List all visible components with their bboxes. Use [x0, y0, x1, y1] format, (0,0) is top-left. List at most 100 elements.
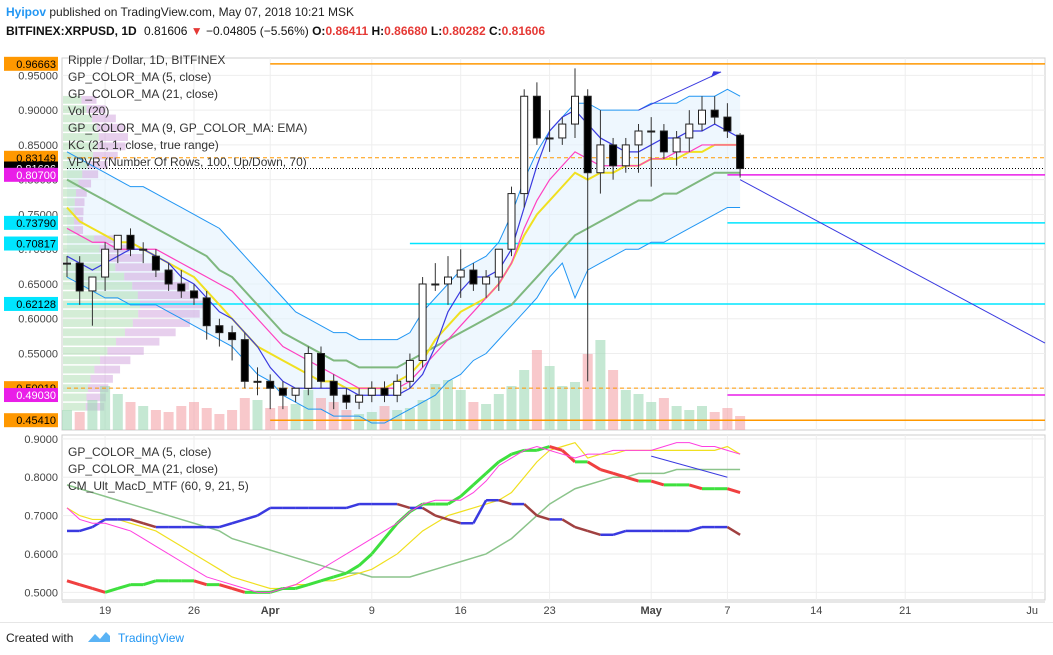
vpvr-down-bar [96, 123, 125, 132]
candle-body [482, 276, 491, 285]
vpvr-down-bar [93, 151, 118, 160]
vpvr-up-bar [63, 133, 99, 141]
macd-segment [193, 579, 208, 587]
main-legend: Ripple / Dollar, 1D, BITFINEX GP_COLOR_M… [68, 52, 307, 171]
volume-bar [227, 410, 238, 430]
open-label: O: [312, 24, 326, 38]
candle-body [342, 394, 351, 403]
legend-item: CM_Ult_MacD_MTF (60, 9, 21, 5) [68, 479, 249, 493]
price-tag-bg [4, 167, 58, 182]
volume-bar [595, 340, 606, 430]
price-tag-bg [4, 388, 58, 403]
vpvr-up-bar [63, 170, 83, 179]
vpvr-up-bar [63, 123, 97, 132]
macd-segment [104, 587, 119, 594]
vpvr-up-bar [63, 402, 86, 411]
vpvr-down-bar [78, 179, 92, 188]
candle-body [609, 144, 618, 167]
vpvr-down-bar [138, 309, 200, 318]
vpvr-up-bar [63, 337, 117, 346]
vpvr-up-bar [63, 356, 101, 365]
volume-bar [544, 366, 555, 430]
candle-body [698, 109, 706, 125]
volume-bar [277, 406, 288, 430]
vpvr-down-bar [74, 198, 85, 207]
sub-legend: GP_COLOR_MA (5, close) GP_COLOR_MA (21, … [68, 444, 249, 495]
candle-body [151, 255, 160, 271]
y-tick-label: 0.85000 [18, 140, 58, 152]
candle-body [253, 380, 262, 383]
macd-segment [320, 575, 335, 583]
signal-segment [219, 522, 233, 529]
vpvr-up-bar [63, 226, 75, 234]
signal-segment [142, 522, 157, 529]
vpvr-down-bar [124, 328, 176, 337]
volume-bar [379, 406, 390, 430]
vpvr-up-bar [63, 254, 107, 262]
price-tag-bg [4, 150, 58, 165]
macd-segment [511, 448, 525, 456]
vpvr-up-bar [63, 309, 139, 318]
macd-segment [66, 579, 81, 587]
tradingview-link[interactable]: TradingView [118, 631, 185, 645]
volume-bar [455, 390, 466, 430]
volume-bar [201, 408, 212, 430]
last-price: 0.81606 [144, 24, 188, 38]
signal-segment [346, 502, 360, 510]
sub-magenta-line [66, 442, 741, 593]
candle-body [278, 387, 287, 396]
macd-segment [688, 483, 703, 491]
volume-bar [468, 402, 479, 430]
candle-body [545, 137, 554, 140]
vpvr-up-bar [63, 263, 116, 272]
macd-segment [472, 472, 488, 486]
candle-body [139, 248, 148, 251]
candle-body [520, 95, 529, 195]
signal-segment [561, 518, 576, 529]
signal-segment [498, 499, 512, 506]
symbol-label: BITFINEX:XRPUSD, 1D [6, 24, 137, 38]
candle-body [532, 95, 541, 139]
candle-body [113, 234, 122, 250]
candle-body [355, 394, 364, 403]
price-chart[interactable]: 0.500000.550000.600000.650000.700000.750… [0, 44, 1053, 622]
vpvr-down-bar [132, 319, 190, 327]
macd-segment [549, 445, 563, 452]
candle-body [469, 269, 478, 285]
candle-body [126, 234, 135, 250]
trend-projection-line [739, 179, 1046, 344]
sub-y-tick-label: 0.7000 [24, 511, 58, 523]
x-tick-label: 7 [724, 605, 730, 617]
sub-trend-arrow-line [651, 455, 728, 478]
candle-body [266, 380, 275, 389]
vpvr-up-bar [63, 105, 87, 114]
volume-bar [150, 410, 161, 430]
volume-bar [354, 414, 365, 430]
signal-segment [574, 525, 589, 533]
signal-segment [434, 514, 449, 521]
signal-segment [396, 502, 411, 510]
vpvr-up-bar [63, 347, 108, 355]
candle-body [596, 144, 605, 174]
volume-bar [671, 406, 682, 430]
author-link[interactable]: Hyipov [6, 5, 47, 19]
signal-segment [244, 514, 258, 521]
x-tick-label: 23 [543, 605, 555, 617]
macd-segment [79, 583, 93, 590]
candle-body [405, 359, 414, 382]
vpvr-up-bar [63, 198, 75, 207]
candle-body [393, 380, 402, 396]
volume-bar [316, 398, 326, 430]
volume-bar [493, 394, 504, 430]
vpvr-down-bar [94, 365, 121, 374]
sub-y-tick-label: 0.8000 [24, 472, 58, 484]
signal-segment [447, 518, 462, 525]
volume-bar [290, 404, 301, 430]
volume-bar [481, 404, 492, 430]
vpvr-up-bar [63, 188, 77, 197]
volume-bar [557, 386, 568, 430]
y-tick-label: 0.60000 [18, 314, 58, 326]
price-tag-bg [4, 296, 58, 311]
vpvr-up-bar [63, 374, 91, 383]
macd-segment [231, 587, 246, 594]
